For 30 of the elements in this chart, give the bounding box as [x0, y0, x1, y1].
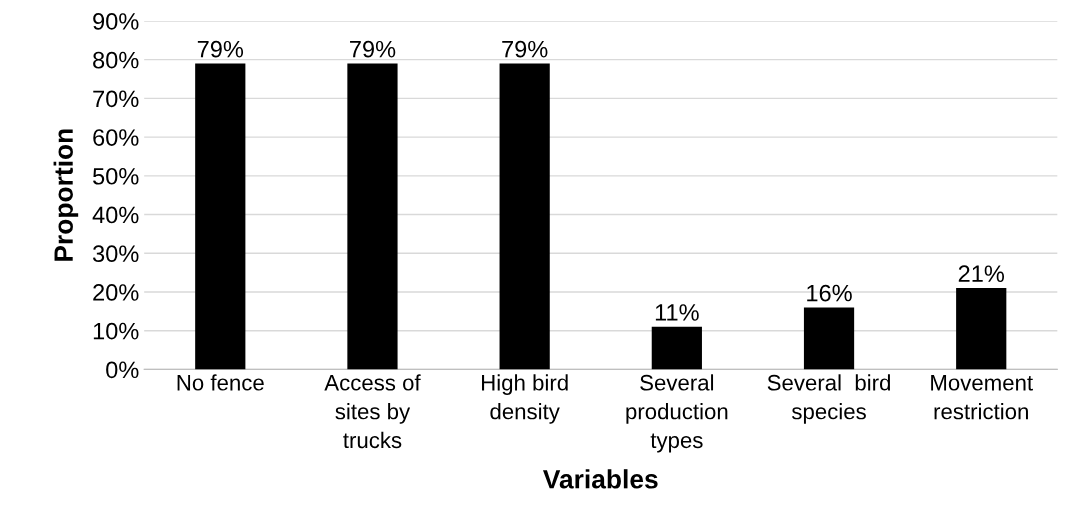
data-label: 11% — [655, 304, 699, 321]
y-tick-label: 30% — [92, 245, 139, 263]
data-label: 21% — [958, 265, 1005, 282]
data-label: 79% — [197, 40, 244, 58]
bar — [347, 63, 398, 370]
y-tick-label: 0% — [106, 361, 139, 379]
bar — [499, 63, 550, 370]
x-tick-label: High bird density — [482, 374, 568, 424]
y-tick-label: 90% — [93, 13, 139, 30]
bar — [651, 326, 702, 370]
x-tick-label: No fence — [177, 374, 264, 391]
y-tick-label: 40% — [92, 206, 139, 224]
y-tick-label: 50% — [93, 167, 139, 185]
bar — [195, 63, 246, 370]
x-tick-label: Several production types — [626, 374, 728, 453]
y-tick-label: 80% — [93, 51, 139, 69]
data-label: 16% — [807, 284, 852, 302]
y-tick-label: 70% — [93, 90, 139, 108]
x-tick-label: Several bird species — [767, 374, 890, 424]
x-tick-label: Movement restriction — [931, 375, 1033, 420]
y-tick-label: 60% — [93, 129, 139, 146]
y-tick-label: 10% — [93, 322, 139, 340]
data-label: 79% — [502, 40, 548, 58]
bar — [803, 307, 855, 370]
data-label: 79% — [350, 40, 396, 58]
y-axis-title: Proportion — [53, 129, 79, 261]
x-tick-label: Access of sites by trucks — [324, 374, 421, 449]
x-axis-title: Variables — [542, 469, 658, 489]
y-tick-label: 20% — [93, 284, 139, 301]
bar — [956, 288, 1007, 370]
